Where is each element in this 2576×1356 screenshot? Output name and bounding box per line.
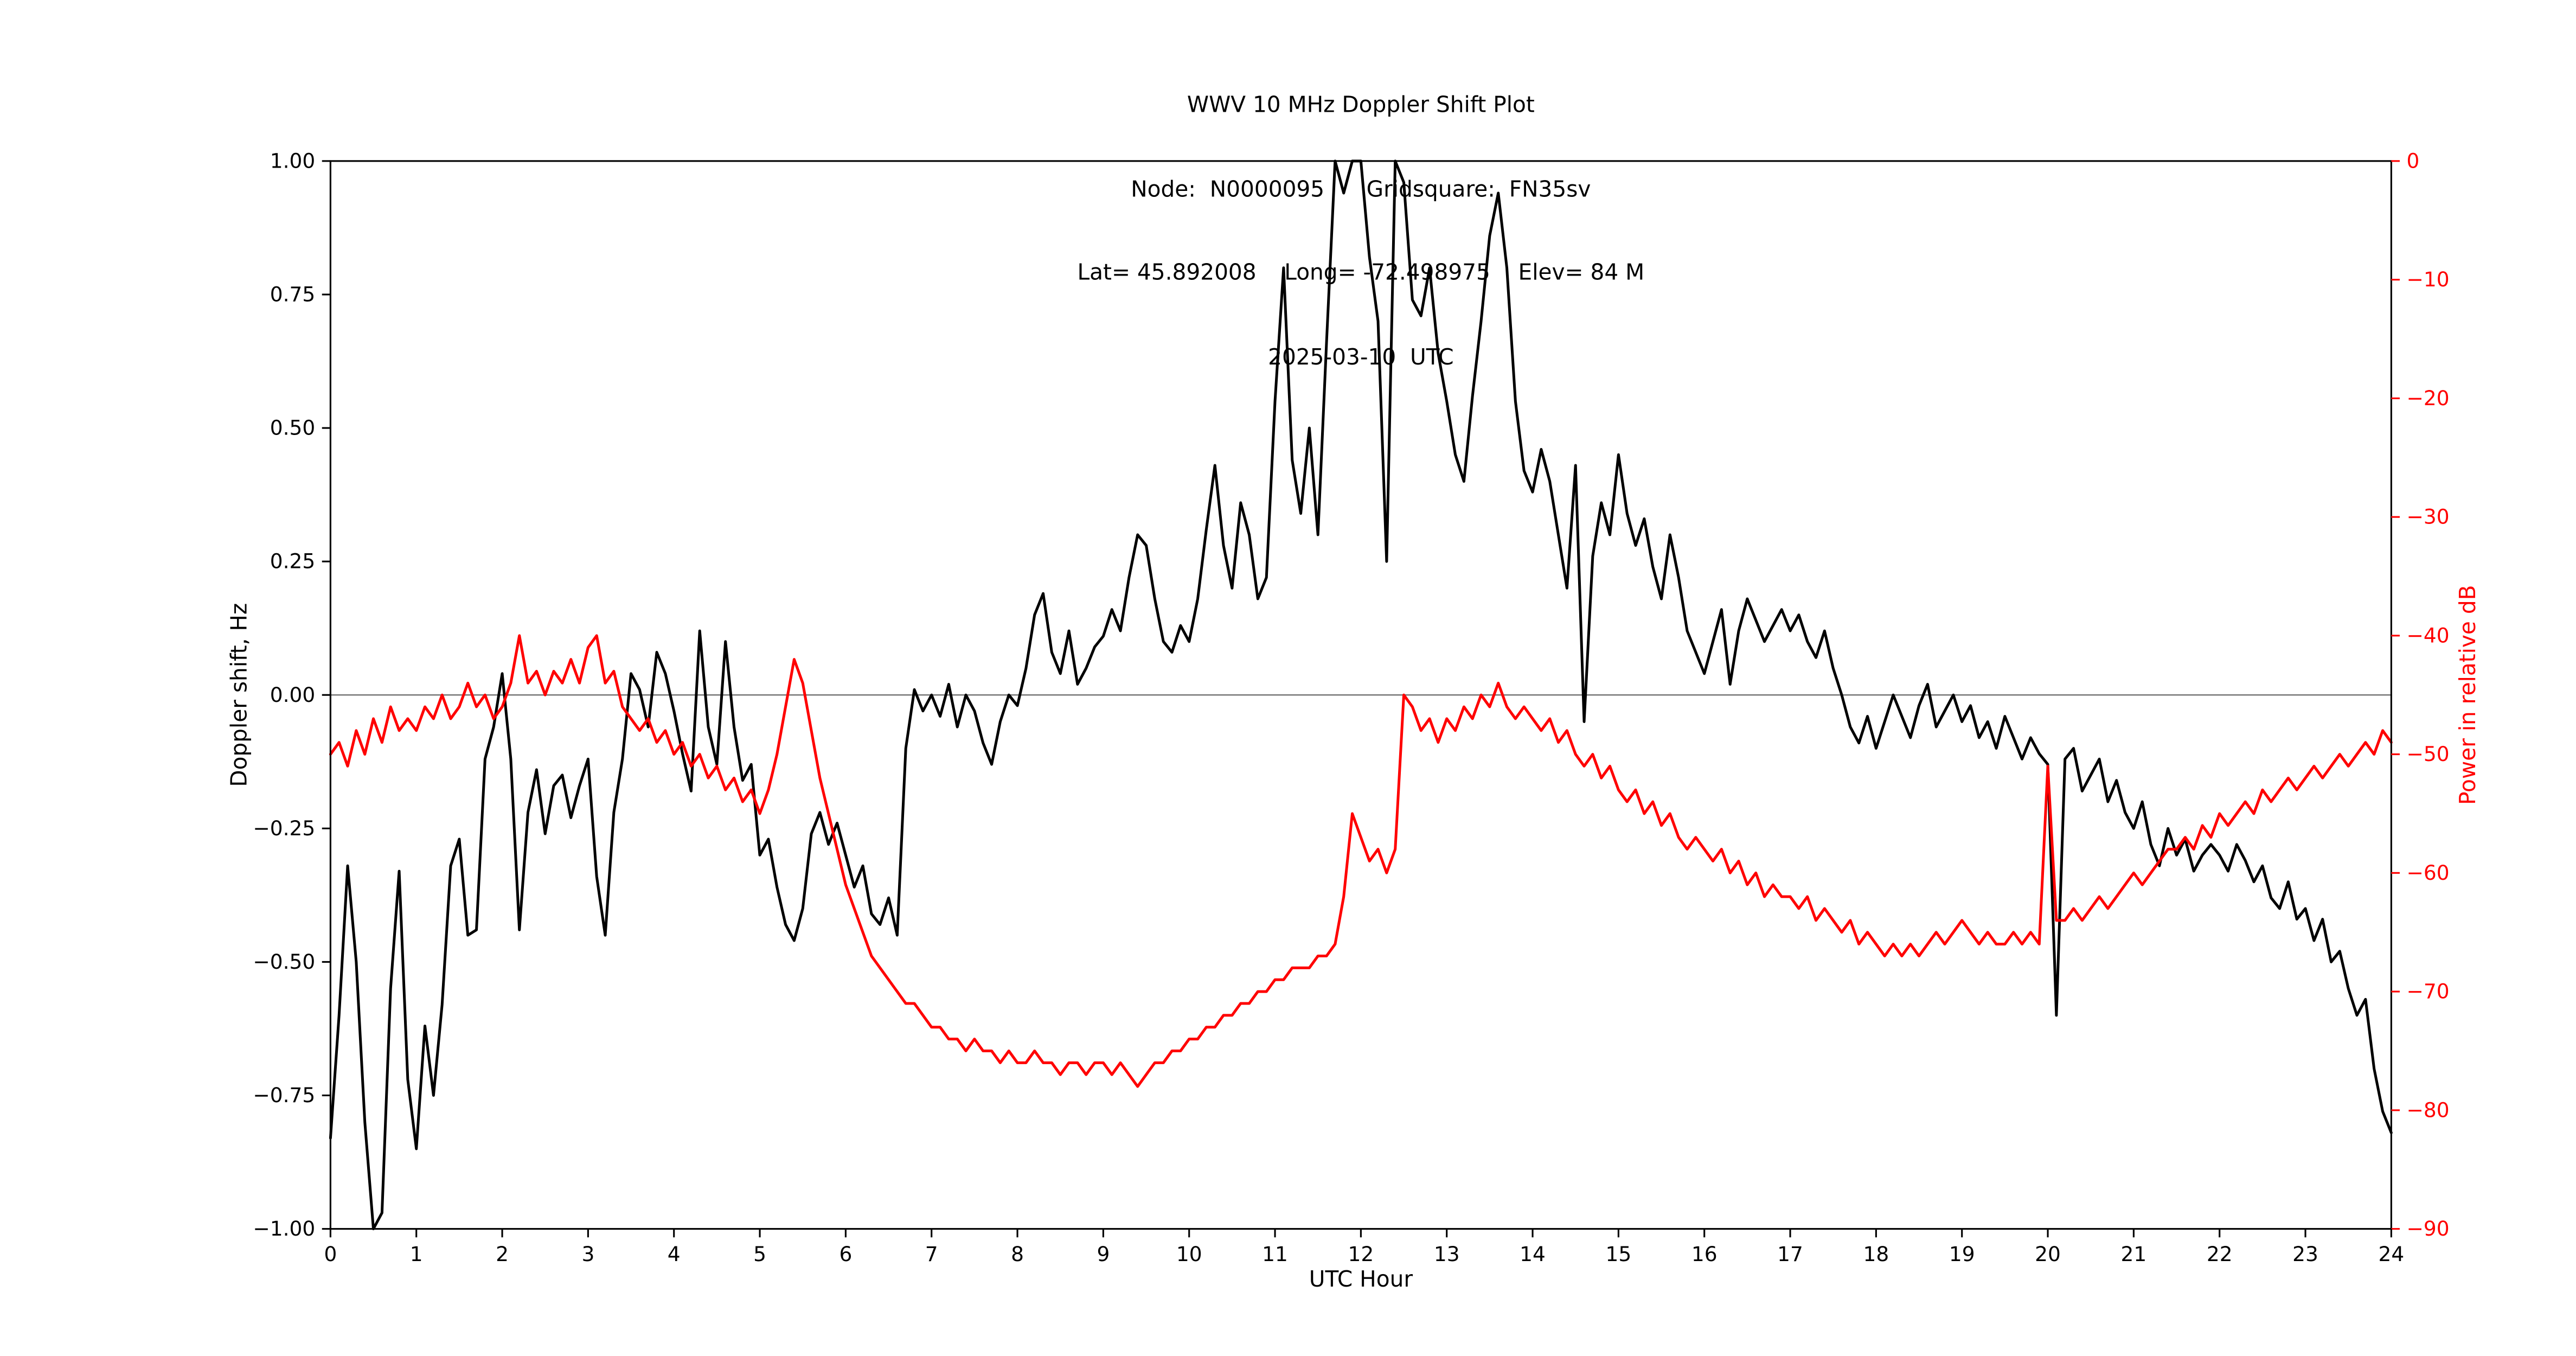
y-left-tick-label: −0.50 xyxy=(253,950,315,974)
x-tick-label: 7 xyxy=(925,1242,938,1266)
y-left-tick-label: −0.75 xyxy=(253,1083,315,1107)
x-tick-label: 0 xyxy=(324,1242,337,1266)
y-right-tick-label: −60 xyxy=(2407,861,2450,885)
x-tick-label: 24 xyxy=(2379,1242,2405,1266)
y-right-tick-label: −10 xyxy=(2407,267,2450,291)
x-tick-label: 3 xyxy=(581,1242,594,1266)
x-tick-label: 17 xyxy=(1777,1242,1803,1266)
x-tick-label: 20 xyxy=(2035,1242,2061,1266)
y-left-tick-label: 0.75 xyxy=(270,282,316,306)
y-left-tick-label: −1.00 xyxy=(253,1217,315,1240)
y-left-tick-label: 1.00 xyxy=(270,149,316,172)
subtitle-node-gridsquare: Node: N0000095 Gridsquare: FN35sv xyxy=(1131,177,1591,203)
x-tick-label: 16 xyxy=(1691,1242,1718,1266)
y-right-tick-label: −50 xyxy=(2407,742,2450,766)
x-tick-label: 12 xyxy=(1348,1242,1374,1266)
x-tick-label: 8 xyxy=(1011,1242,1024,1266)
y-right-tick-label: −80 xyxy=(2407,1098,2450,1122)
x-tick-label: 10 xyxy=(1176,1242,1202,1266)
y-right-tick-label: −40 xyxy=(2407,623,2450,647)
x-tick-label: 22 xyxy=(2207,1242,2233,1266)
x-tick-label: 5 xyxy=(753,1242,766,1266)
x-tick-label: 9 xyxy=(1097,1242,1110,1266)
x-tick-label: 13 xyxy=(1434,1242,1460,1266)
x-tick-label: 6 xyxy=(839,1242,852,1266)
y-right-tick-label: 0 xyxy=(2407,149,2420,172)
y-right-tick-label: −20 xyxy=(2407,386,2450,410)
x-tick-label: 15 xyxy=(1606,1242,1632,1266)
y-right-tick-label: −90 xyxy=(2407,1217,2450,1240)
y-left-tick-label: 0.50 xyxy=(270,416,316,440)
page-title: WWV 10 MHz Doppler Shift Plot xyxy=(1187,93,1535,119)
y-left-tick-label: 0.00 xyxy=(270,683,316,707)
x-tick-label: 21 xyxy=(2121,1242,2147,1266)
y-right-tick-label: −30 xyxy=(2407,505,2450,529)
y-right-tick-label: −70 xyxy=(2407,980,2450,1003)
x-tick-label: 4 xyxy=(668,1242,681,1266)
x-tick-label: 2 xyxy=(496,1242,509,1266)
x-tick-label: 11 xyxy=(1262,1242,1288,1266)
x-tick-label: 19 xyxy=(1949,1242,1975,1266)
x-tick-label: 14 xyxy=(1520,1242,1546,1266)
y-left-tick-label: −0.25 xyxy=(253,816,315,840)
x-tick-label: 23 xyxy=(2292,1242,2318,1266)
x-tick-label: 18 xyxy=(1863,1242,1889,1266)
x-axis-label: UTC Hour xyxy=(1309,1268,1413,1294)
subtitle-date: 2025-03-10 UTC xyxy=(1268,344,1454,370)
y-left-tick-label: 0.25 xyxy=(270,549,316,573)
power-series-line xyxy=(329,634,2393,1088)
x-tick-label: 1 xyxy=(410,1242,423,1266)
